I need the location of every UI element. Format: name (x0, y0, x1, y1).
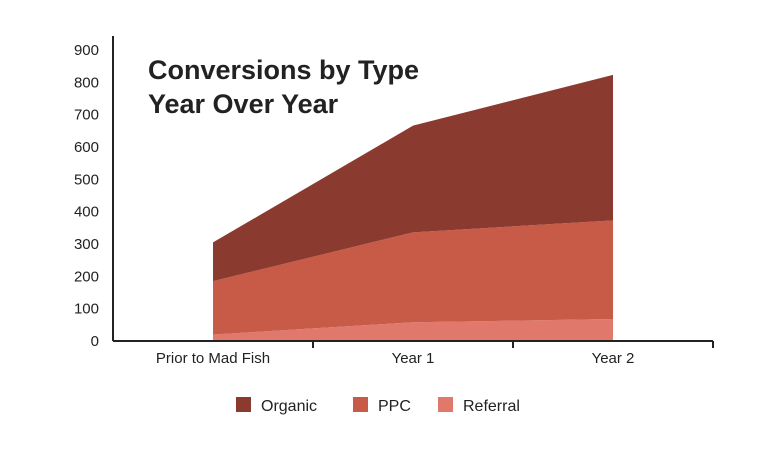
y-tick-label: 100 (74, 301, 99, 318)
area-ppc (213, 220, 613, 335)
area-referral (213, 319, 613, 341)
chart-title-line-1: Conversions by Type (148, 55, 419, 85)
axes-layer (112, 36, 714, 348)
x-tick-label: Year 1 (392, 350, 435, 367)
y-tick-label: 0 (91, 333, 99, 350)
chart-title: Conversions by Type Year Over Year (148, 55, 419, 119)
x-tick-label: Prior to Mad Fish (156, 350, 270, 367)
y-tick-label: 900 (74, 42, 99, 59)
legend-swatch-referral (438, 397, 453, 412)
areas-layer (213, 74, 613, 341)
y-tick-label: 800 (74, 74, 99, 91)
legend-label-ppc: PPC (378, 398, 411, 415)
legend-swatch-organic (236, 397, 251, 412)
chart-title-line-2: Year Over Year (148, 89, 339, 119)
area-organic (213, 74, 613, 282)
y-tick-label: 700 (74, 107, 99, 124)
x-tick-label: Year 2 (592, 350, 635, 367)
legend-swatch-ppc (353, 397, 368, 412)
y-tick-label: 300 (74, 236, 99, 253)
y-tick-label: 600 (74, 139, 99, 156)
legend-label-referral: Referral (463, 398, 520, 415)
ticks-layer: 0 100 200 300 400 500 600 700 800 900 Prior to Mad… (74, 42, 634, 367)
y-tick-label: 200 (74, 268, 99, 285)
y-tick-label: 400 (74, 204, 99, 221)
legend: Organic PPC Referral (236, 397, 520, 415)
y-tick-label: 500 (74, 171, 99, 188)
legend-label-organic: Organic (261, 398, 317, 415)
